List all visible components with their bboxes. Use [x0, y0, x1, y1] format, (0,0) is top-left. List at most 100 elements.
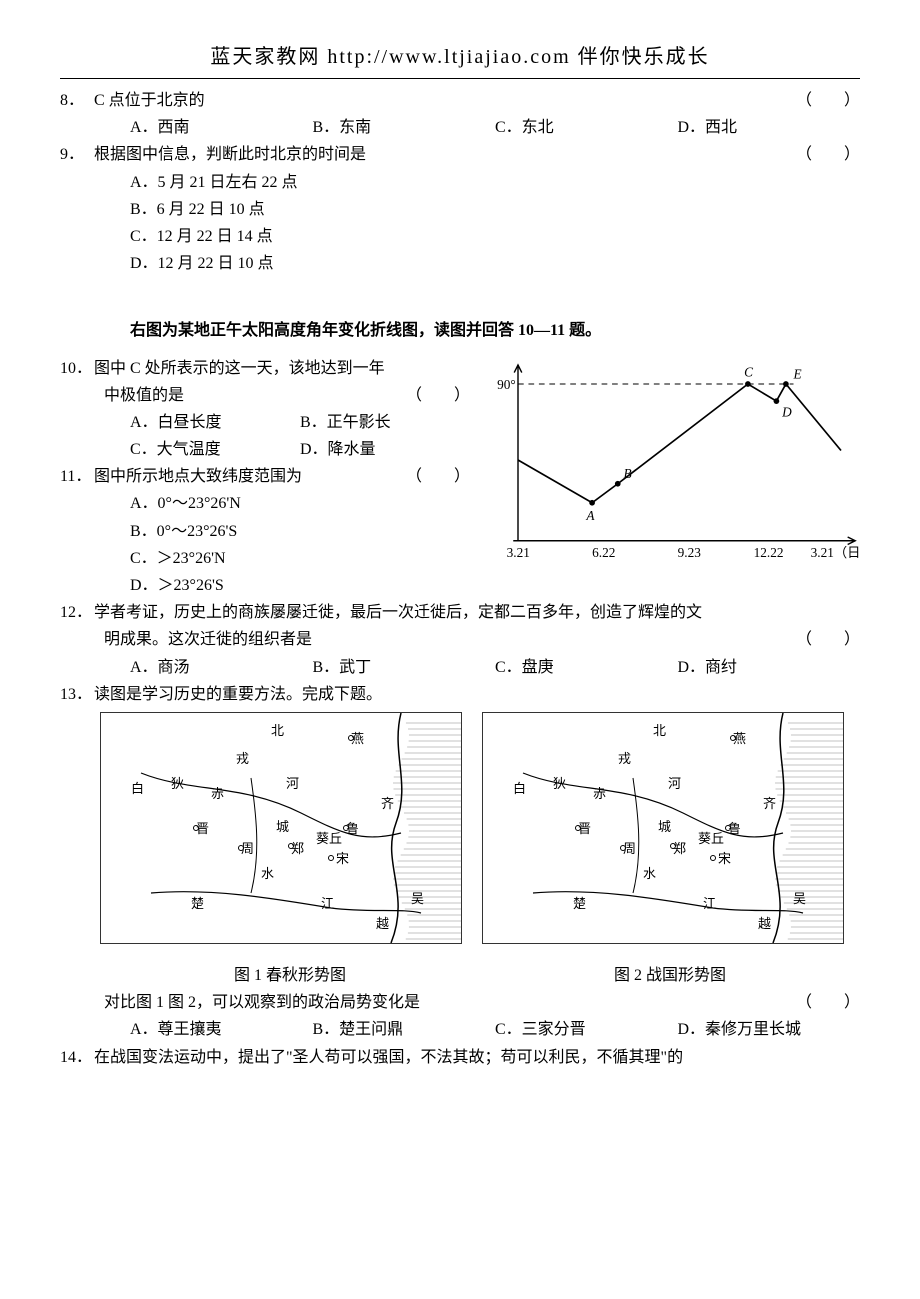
q12-choice-d: D．商纣 [678, 654, 861, 681]
map-2: 北燕戎白狄赤河齐晋鲁周郑宋楚江吴越水葵丘城 [482, 712, 844, 944]
svg-text:楚: 楚 [191, 896, 204, 911]
q11-num: 11． [60, 463, 94, 490]
answer-blank: （ ） [406, 382, 470, 409]
map-captions: 图 1 春秋形势图 图 2 战国形势图 [100, 962, 860, 989]
q9-choice-c: C．12 月 22 日 14 点 [130, 223, 860, 250]
q8-choice-b: B．东南 [313, 114, 496, 141]
maps-row: 北燕戎白狄赤河齐晋鲁周郑宋楚江吴越水葵丘城 北燕戎白狄赤河齐晋鲁周郑宋楚江吴越水… [100, 712, 860, 944]
question-14: 14． 在战国变法运动中，提出了"圣人苟可以强国，不法其故；苟可以利民，不循其理… [60, 1044, 860, 1071]
svg-text:河: 河 [286, 776, 299, 791]
svg-text:城: 城 [658, 819, 671, 834]
q12-text2: 明成果。这次迁徙的组织者是 [104, 626, 796, 653]
map1-caption: 图 1 春秋形势图 [100, 962, 480, 989]
svg-text:河: 河 [668, 776, 681, 791]
svg-text:江: 江 [321, 896, 334, 911]
svg-text:B: B [623, 466, 631, 481]
svg-text:D: D [781, 404, 792, 419]
q11-choice-c: C．＞23°26'N [130, 545, 470, 572]
q12-choice-b: B．武丁 [313, 654, 496, 681]
q14-text: 在战国变法运动中，提出了"圣人苟可以强国，不法其故；苟可以利民，不循其理"的 [94, 1044, 860, 1071]
q13-num: 13． [60, 681, 94, 708]
question-8: 8． C 点位于北京的 （ ） [60, 87, 860, 114]
q9-choices: A．5 月 21 日左右 22 点 B．6 月 22 日 10 点 C．12 月… [60, 169, 860, 278]
svg-text:C: C [744, 364, 753, 379]
svg-text:3.21: 3.21 [507, 544, 530, 559]
svg-text:白: 白 [131, 781, 144, 796]
svg-text:白: 白 [513, 781, 526, 796]
question-10: 10． 图中 C 处所表示的这一天，该地达到一年 [60, 355, 470, 382]
svg-text:越: 越 [376, 916, 389, 931]
q8-choice-c: C．东北 [495, 114, 678, 141]
sun-angle-chart: 90° A B C D E 3.21 6.22 9.23 12.22 3.21（日期） [480, 355, 860, 574]
q11-choice-b: B．0°～23°26'S [130, 518, 470, 545]
q11-choice-a: A．0°～23°26'N [130, 490, 470, 517]
q9-text: 根据图中信息，判断此时北京的时间是 [94, 141, 796, 168]
question-13: 13． 读图是学习历史的重要方法。完成下题。 [60, 681, 860, 708]
svg-text:齐: 齐 [763, 796, 776, 811]
svg-text:12.22: 12.22 [754, 544, 784, 559]
q13-choice-a: A．尊王攘夷 [130, 1016, 313, 1043]
svg-text:齐: 齐 [381, 796, 394, 811]
q13-choices: A．尊王攘夷 B．楚王问鼎 C．三家分晋 D．秦修万里长城 [60, 1016, 860, 1043]
q9-choice-b: B．6 月 22 日 10 点 [130, 196, 860, 223]
answer-blank: （ ） [796, 626, 860, 653]
q13-compare-text: 对比图 1 图 2，可以观察到的政治局势变化是 [104, 989, 796, 1016]
svg-text:赤: 赤 [211, 786, 224, 801]
svg-text:楚: 楚 [573, 896, 586, 911]
svg-text:郑: 郑 [673, 841, 686, 856]
svg-text:葵丘: 葵丘 [316, 831, 342, 846]
q10-choice-a: A．白昼长度 [130, 409, 300, 436]
q10-11-row: 10． 图中 C 处所表示的这一天，该地达到一年 中极值的是 （ ） A．白昼长… [60, 355, 860, 600]
svg-text:越: 越 [758, 916, 771, 931]
q12-choices: A．商汤 B．武丁 C．盘庚 D．商纣 [60, 654, 860, 681]
q11-choice-d: D．＞23°26'S [130, 572, 470, 599]
q12-choice-c: C．盘庚 [495, 654, 678, 681]
svg-text:3.21（日期）: 3.21（日期） [811, 544, 860, 559]
q8-choice-d: D．西北 [678, 114, 861, 141]
q11-choices: A．0°～23°26'N B．0°～23°26'S C．＞23°26'N D．＞… [60, 490, 470, 599]
q13-compare: 对比图 1 图 2，可以观察到的政治局势变化是 （ ） [60, 989, 860, 1016]
svg-text:90°: 90° [497, 376, 516, 391]
q11-text: 图中所示地点大致纬度范围为 [94, 463, 406, 490]
svg-text:宋: 宋 [336, 851, 349, 866]
map-1: 北燕戎白狄赤河齐晋鲁周郑宋楚江吴越水葵丘城 [100, 712, 462, 944]
answer-blank: （ ） [406, 463, 470, 490]
svg-text:狄: 狄 [553, 776, 566, 791]
svg-text:戎: 戎 [236, 751, 249, 766]
answer-blank: （ ） [796, 989, 860, 1016]
svg-text:9.23: 9.23 [678, 544, 702, 559]
q8-choice-a: A．西南 [130, 114, 313, 141]
answer-blank: （ ） [796, 87, 860, 114]
svg-text:赤: 赤 [593, 786, 606, 801]
q10-choices: A．白昼长度 B．正午影长 C．大气温度 D．降水量 [60, 409, 470, 463]
svg-text:A: A [585, 507, 595, 522]
q12-text1: 学者考证，历史上的商族屡屡迁徙，最后一次迁徙后，定都二百多年，创造了辉煌的文 [94, 599, 860, 626]
q10-num: 10． [60, 355, 94, 382]
q10-choice-b: B．正午影长 [300, 409, 470, 436]
question-9: 9． 根据图中信息，判断此时北京的时间是 （ ） [60, 141, 860, 168]
answer-blank: （ ） [796, 141, 860, 168]
q8-num: 8． [60, 87, 94, 114]
svg-text:E: E [793, 366, 802, 381]
q13-choice-b: B．楚王问鼎 [313, 1016, 496, 1043]
q12-choice-a: A．商汤 [130, 654, 313, 681]
q13-choice-d: D．秦修万里长城 [678, 1016, 861, 1043]
svg-text:6.22: 6.22 [592, 544, 615, 559]
svg-text:郑: 郑 [291, 841, 304, 856]
q12-num: 12． [60, 599, 94, 626]
svg-text:北: 北 [653, 723, 666, 738]
svg-text:宋: 宋 [718, 851, 731, 866]
svg-text:水: 水 [643, 866, 656, 881]
q10-text2: 中极值的是 [104, 382, 406, 409]
svg-text:北: 北 [271, 723, 284, 738]
intro-10-11: 右图为某地正午太阳高度角年变化折线图，读图并回答 10—11 题。 [60, 317, 860, 344]
svg-text:城: 城 [276, 819, 289, 834]
q9-choice-a: A．5 月 21 日左右 22 点 [130, 169, 860, 196]
question-12: 12． 学者考证，历史上的商族屡屡迁徙，最后一次迁徙后，定都二百多年，创造了辉煌… [60, 599, 860, 626]
svg-text:狄: 狄 [171, 776, 184, 791]
question-11: 11． 图中所示地点大致纬度范围为 （ ） [60, 463, 470, 490]
q10-choice-d: D．降水量 [300, 436, 470, 463]
q9-choice-d: D．12 月 22 日 10 点 [130, 250, 860, 277]
q10-text1: 图中 C 处所表示的这一天，该地达到一年 [94, 355, 470, 382]
svg-text:葵丘: 葵丘 [698, 831, 724, 846]
